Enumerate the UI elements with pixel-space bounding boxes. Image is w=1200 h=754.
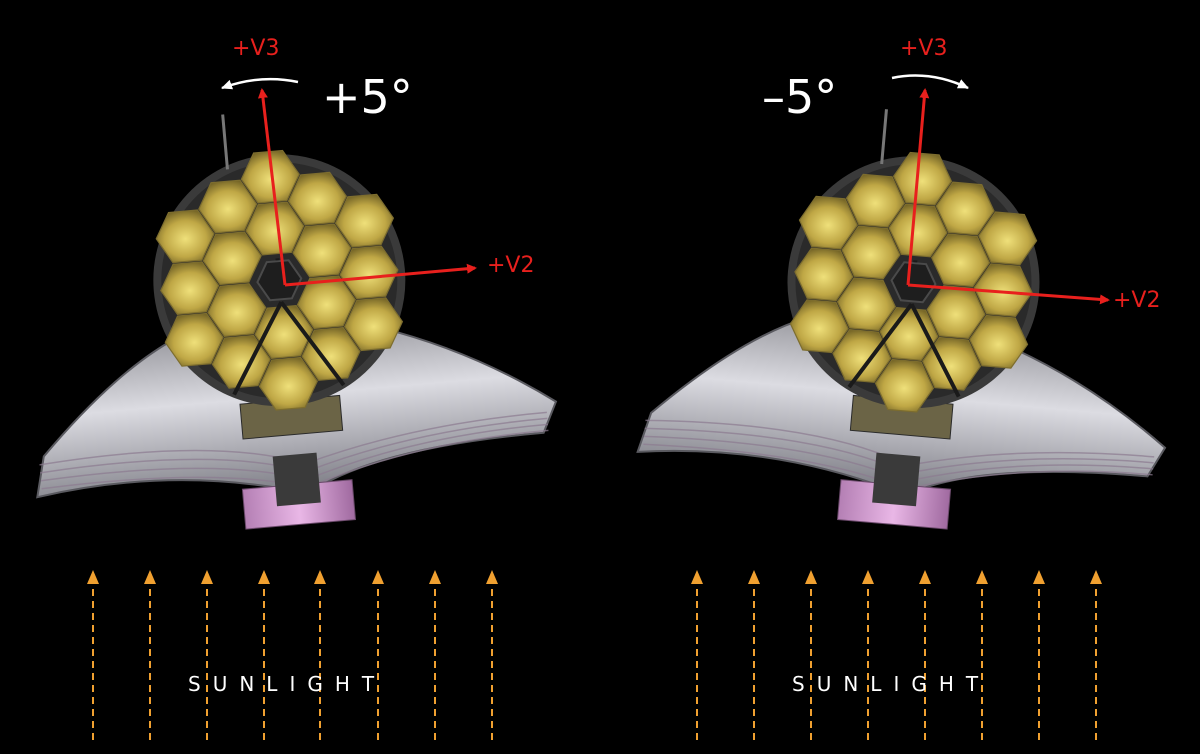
telescope-left (6, 88, 565, 547)
sunlight-arrowhead (805, 570, 817, 584)
telescope-right (633, 90, 1192, 547)
v2-label-left: +V2 (487, 253, 534, 278)
rotation-arrow-right (892, 76, 968, 88)
sunlight-arrowhead (314, 570, 326, 584)
v3-label-left: +V3 (232, 36, 279, 61)
sunlight-arrowhead (691, 570, 703, 584)
sunlight-label-left: SUNLIGHT (188, 672, 386, 696)
sunlight-arrowhead (919, 570, 931, 584)
sunlight-arrowhead (748, 570, 760, 584)
sunlight-arrowhead (862, 570, 874, 584)
rotation-label-left: +5° (322, 70, 413, 124)
sunlight-arrowhead (429, 570, 441, 584)
sunlight-arrowhead (1033, 570, 1045, 584)
deployable-tower (872, 453, 920, 507)
sunlight-arrowhead (1090, 570, 1102, 584)
sunlight-arrowhead (486, 570, 498, 584)
rotation-arrow-left (222, 79, 298, 88)
sunlight-arrowhead (372, 570, 384, 584)
sunlight-arrowhead (976, 570, 988, 584)
sunlight-arrowhead (87, 570, 99, 584)
antenna-mast (223, 115, 228, 170)
sunlight-arrowhead (258, 570, 270, 584)
sunlight-label-right: SUNLIGHT (792, 672, 990, 696)
deployable-tower (273, 453, 321, 507)
sunlight-arrowhead (201, 570, 213, 584)
v3-label-right: +V3 (900, 36, 947, 61)
rotation-label-right: –5° (762, 70, 837, 124)
antenna-mast (882, 109, 887, 164)
sunlight-arrowhead (144, 570, 156, 584)
v2-label-right: +V2 (1113, 288, 1160, 313)
